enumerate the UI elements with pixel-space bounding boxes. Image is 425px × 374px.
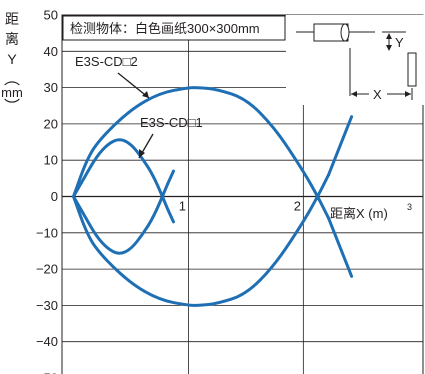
y-label-char-1: 距 bbox=[5, 11, 19, 27]
inset-y-arrow-down bbox=[386, 45, 392, 51]
series-1-lower-tail bbox=[327, 115, 354, 177]
series-1-label: E3S-CD□1 bbox=[140, 115, 203, 130]
x-tick-label-1: 1 bbox=[179, 199, 186, 214]
y-label-paren-open: ︵ bbox=[3, 71, 20, 88]
y-label-char-3: Y bbox=[7, 51, 17, 67]
series-2-leader-line bbox=[117, 72, 150, 99]
chart-title: 检测物体：白色画纸300×300mm bbox=[70, 21, 260, 36]
y-label-paren-close: ︶ bbox=[3, 99, 20, 116]
title-box bbox=[62, 15, 286, 41]
inset-x-arrow-right bbox=[405, 91, 411, 97]
series-2-upper-tail bbox=[166, 207, 175, 224]
y-tick-label--30: −30 bbox=[36, 298, 58, 313]
sensor-lens-icon bbox=[340, 23, 350, 42]
y-label-char-2: 离 bbox=[5, 31, 19, 47]
y-tick-label-20: 20 bbox=[44, 116, 58, 131]
x-tick-label-2: 2 bbox=[294, 199, 301, 214]
y-tick-label-40: 40 bbox=[44, 44, 58, 59]
y-tick-label--20: −20 bbox=[36, 262, 58, 277]
inset-x-label: X bbox=[373, 87, 382, 102]
y-tick-label-0: 0 bbox=[51, 189, 58, 204]
series-2-lower-curve bbox=[71, 182, 170, 255]
inset-x-arrow-left bbox=[351, 91, 357, 97]
series-2-upper-curve bbox=[71, 138, 170, 211]
y-tick-label--50: −50 bbox=[36, 371, 58, 374]
series-2-lower-tail bbox=[166, 169, 175, 186]
series-1-upper-tail bbox=[327, 216, 354, 278]
series-2-label: E3S-CD□2 bbox=[75, 54, 138, 69]
inset-background bbox=[286, 15, 424, 105]
inset-y-arrow-up bbox=[386, 33, 392, 39]
inset-y-label: Y bbox=[395, 35, 404, 50]
series-2-leader-arrow bbox=[142, 91, 149, 98]
y-tick-label-30: 30 bbox=[44, 80, 58, 95]
series-1-lower-curve bbox=[71, 173, 331, 307]
x-axis-label-superscript: 3 bbox=[407, 202, 412, 212]
y-tick-label--40: −40 bbox=[36, 334, 58, 349]
y-tick-label-50: 50 bbox=[44, 8, 58, 23]
series-1-upper-curve bbox=[71, 86, 331, 220]
series-1-leader-arrow bbox=[139, 149, 145, 158]
y-tick-label-10: 10 bbox=[44, 153, 58, 168]
target-paper-icon bbox=[407, 52, 417, 87]
y-tick-label--10: −10 bbox=[36, 225, 58, 240]
y-label-unit: mm bbox=[1, 85, 23, 100]
x-axis-label: 距离X (m) bbox=[330, 206, 388, 221]
